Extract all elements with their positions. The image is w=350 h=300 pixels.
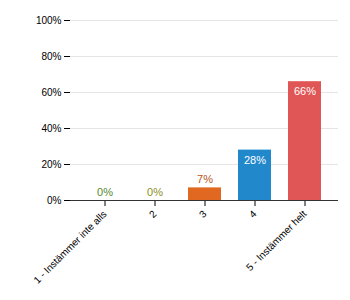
svg-text:3: 3 xyxy=(197,208,209,220)
svg-text:2: 2 xyxy=(147,208,159,220)
svg-text:1 - Instämmer inte alls: 1 - Instämmer inte alls xyxy=(31,208,108,285)
svg-text:20%: 20% xyxy=(41,159,61,170)
svg-text:0%: 0% xyxy=(147,186,163,198)
svg-text:0%: 0% xyxy=(47,195,62,206)
svg-text:60%: 60% xyxy=(41,87,61,98)
svg-text:80%: 80% xyxy=(41,51,61,62)
svg-text:100%: 100% xyxy=(36,15,62,26)
svg-text:7%: 7% xyxy=(197,173,213,185)
svg-text:28%: 28% xyxy=(244,154,266,166)
svg-text:5 - Instämmer helt: 5 - Instämmer helt xyxy=(244,208,309,273)
svg-text:66%: 66% xyxy=(294,85,316,97)
svg-text:40%: 40% xyxy=(41,123,61,134)
svg-text:4: 4 xyxy=(247,208,259,220)
svg-text:0%: 0% xyxy=(97,186,113,198)
